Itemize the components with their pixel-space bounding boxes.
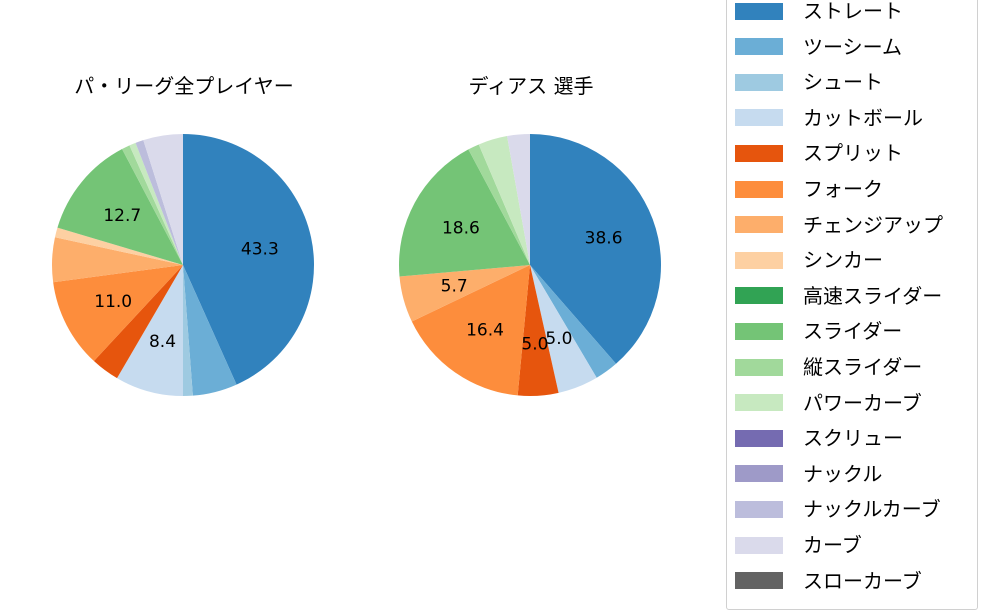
legend-swatch xyxy=(735,180,783,198)
slice-label: 38.6 xyxy=(585,228,623,248)
pie-slice xyxy=(183,134,315,385)
pie-slice xyxy=(530,265,617,378)
pie-slice xyxy=(530,265,597,393)
legend-label: カーブ xyxy=(803,533,862,557)
legend-swatch xyxy=(735,358,783,376)
pie-slice xyxy=(183,265,237,396)
legend-label: シュート xyxy=(803,70,883,95)
pie-slice xyxy=(135,140,183,265)
pie-slice xyxy=(51,237,183,283)
slice-label: 5.0 xyxy=(521,334,548,354)
pie-slice xyxy=(117,265,183,396)
pie-slice xyxy=(530,134,661,364)
right-chart-title: ディアス 選手 xyxy=(468,74,594,98)
legend-swatch xyxy=(735,144,783,162)
legend-label: 縦スライダー xyxy=(803,355,923,379)
legend-swatch xyxy=(735,287,783,305)
legend: ストレートツーシームシュートカットボール スプリットフォークチェンジアップ シンカー… xyxy=(726,0,978,610)
legend-swatch xyxy=(735,429,783,447)
slice-label: 16.4 xyxy=(466,320,504,340)
legend-swatch xyxy=(735,216,783,234)
pie-slice xyxy=(411,265,530,396)
pie-slice xyxy=(53,265,183,362)
legend-swatch xyxy=(735,38,783,56)
legend-label: スクリュー xyxy=(803,426,903,451)
legend-label: カットボール xyxy=(803,105,923,130)
pie-slice xyxy=(517,265,559,396)
slice-label: 5.7 xyxy=(441,277,468,297)
legend-label: ナックルカーブ xyxy=(803,497,941,522)
pie-slice xyxy=(478,136,530,265)
pie-right: 38.6 5.05.0 16.4 5.7 18.6 xyxy=(399,134,661,396)
legend-label: ストレート xyxy=(803,0,903,23)
slice-label: 8.4 xyxy=(149,332,176,352)
legend-swatch xyxy=(735,109,783,127)
pie-slice xyxy=(468,144,530,265)
legend-swatch xyxy=(735,394,783,412)
legend-label: スプリット xyxy=(803,141,903,166)
legend-swatch xyxy=(735,251,783,269)
slice-label: 11.0 xyxy=(94,292,132,312)
legend-label: スライダー xyxy=(803,319,903,344)
pie-slice xyxy=(122,145,183,265)
pie-slice xyxy=(93,265,183,379)
legend-swatch xyxy=(735,73,783,91)
pie-slice xyxy=(183,265,193,396)
legend-swatch xyxy=(735,465,783,483)
legend-label: シンカー xyxy=(803,248,883,273)
slice-label: 5.0 xyxy=(545,329,572,349)
legend-swatch xyxy=(735,2,783,20)
slice-label: 12.7 xyxy=(103,206,141,226)
legend-label: スローカーブ xyxy=(803,568,922,593)
legend-label: チェンジアップ xyxy=(803,212,943,237)
slice-label: 43.3 xyxy=(241,240,279,260)
pie-slice xyxy=(399,149,530,277)
pie-slice xyxy=(143,134,183,265)
legend-label: パワーカーブ xyxy=(803,390,922,415)
legend-label: フォーク xyxy=(803,177,883,201)
pie-slice xyxy=(399,265,530,322)
legend-label: ナックル xyxy=(803,461,883,486)
pie-slice xyxy=(54,227,183,265)
legend-label: 高速スライダー xyxy=(803,283,943,308)
pie-slice xyxy=(57,149,183,265)
pie-slice xyxy=(507,134,530,265)
left-chart-title: パ・リーグ全プレイヤー xyxy=(74,74,294,98)
legend-swatch xyxy=(735,572,783,590)
slice-label: 18.6 xyxy=(442,219,480,239)
pie-slice xyxy=(129,142,183,265)
legend-swatch xyxy=(735,536,783,554)
legend-swatch xyxy=(735,322,783,340)
pie-left: 43.3 8.4 11.0 12.7 xyxy=(51,134,315,396)
legend-label: ツーシーム xyxy=(803,34,902,59)
legend-swatch xyxy=(735,500,783,518)
